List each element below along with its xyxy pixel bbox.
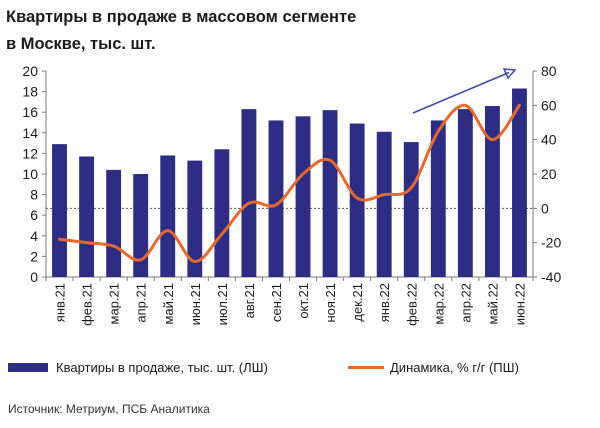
legend: Квартиры в продаже, тыс. шт. (ЛШ) Динами…: [8, 360, 598, 380]
chart-title-line1: Квартиры в продаже в массовом сегменте: [6, 8, 357, 26]
chart-title-line2: в Москве, тыс. шт.: [6, 35, 156, 53]
bar: [106, 169, 122, 277]
legend-item-bars: Квартиры в продаже, тыс. шт. (ЛШ): [8, 360, 268, 375]
y-left-tick-label: 12: [22, 145, 38, 161]
x-tick-label: сен.21: [269, 283, 284, 322]
y-right-tick-label: 20: [541, 166, 557, 182]
bar: [52, 144, 67, 277]
x-tick-label: апр.22: [458, 283, 473, 323]
y-right-tick-label: 40: [541, 132, 557, 148]
legend-line-label: Динамика, % г/г (ПШ): [390, 360, 519, 375]
x-tick-label: окт.21: [296, 283, 311, 319]
x-tick-label: апр.21: [134, 283, 149, 323]
x-tick-label: июл.21: [215, 283, 230, 325]
y-left-tick-label: 4: [30, 228, 38, 244]
bar: [187, 160, 203, 277]
bar: [133, 174, 149, 277]
x-tick-label: июн.22: [512, 283, 527, 325]
x-tick-label: янв.22: [377, 283, 392, 322]
legend-bar-swatch: [8, 363, 48, 372]
x-tick-label: янв.21: [53, 283, 68, 322]
bar: [457, 109, 473, 277]
y-right-tick-label: -20: [541, 235, 561, 251]
y-left-tick-label: 6: [30, 207, 38, 223]
bar: [430, 120, 446, 277]
trend-arrow-line: [412, 71, 510, 114]
bar: [79, 156, 95, 277]
bar: [214, 149, 230, 277]
y-right-tick-label: 80: [541, 63, 557, 79]
bar: [295, 116, 311, 277]
x-tick-label: мар.21: [107, 283, 122, 324]
bar: [484, 106, 500, 278]
y-left-tick-label: 10: [22, 166, 38, 182]
bar: [349, 123, 365, 277]
y-left-tick-label: 8: [30, 187, 38, 203]
y-left-tick-label: 20: [22, 63, 38, 79]
x-tick-label: авг.21: [242, 283, 257, 318]
x-tick-label: июн.21: [188, 283, 203, 325]
y-right-tick-label: 0: [541, 200, 549, 216]
chart-title: Квартиры в продаже в массовом сегменте в…: [6, 4, 446, 58]
legend-item-line: Динамика, % г/г (ПШ): [348, 360, 519, 375]
x-tick-label: дек.21: [350, 283, 365, 322]
bar: [268, 120, 284, 277]
bar: [241, 109, 257, 277]
y-right-tick-label: 60: [541, 97, 557, 113]
x-tick-label: май.22: [485, 283, 500, 325]
source-note: Источник: Метриум, ПСБ Аналитика: [8, 402, 210, 416]
x-tick-label: фев.21: [80, 283, 95, 326]
y-right-tick-label: -40: [541, 269, 561, 285]
bar: [322, 110, 338, 277]
legend-bar-label: Квартиры в продаже, тыс. шт. (ЛШ): [56, 360, 268, 375]
y-left-tick-label: 18: [22, 84, 38, 100]
bar: [376, 131, 392, 277]
bar: [512, 88, 527, 277]
y-left-tick-label: 2: [30, 248, 38, 264]
trend-arrow-head: [502, 68, 517, 80]
y-left-tick-label: 0: [30, 269, 38, 285]
line-series: [58, 103, 521, 264]
chart-svg: 0 2 4 6 8 10 12 14 16 18 20 -40 -20 0 20 40 60 80 янв.21 фе…: [22, 63, 561, 326]
y-left-tick-label: 14: [22, 125, 38, 141]
bar: [160, 155, 176, 277]
x-tick-label: ноя.21: [323, 283, 338, 323]
y-left-tick-label: 16: [22, 104, 38, 120]
legend-line-swatch: [348, 366, 384, 369]
x-tick-label: май.21: [161, 283, 176, 325]
x-tick-label: мар.22: [431, 283, 446, 324]
bar: [403, 142, 419, 277]
x-tick-label: фев.22: [404, 283, 419, 326]
